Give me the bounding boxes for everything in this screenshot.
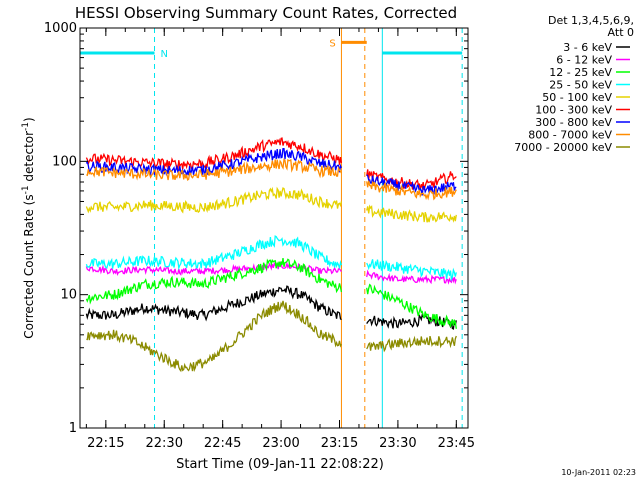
- legend-label-5: 50 - 100 keV: [542, 91, 612, 104]
- x-tick-label-7: 23:45: [438, 436, 475, 451]
- legend-label-2: 6 - 12 keV: [556, 54, 612, 67]
- series-line-3-segment-1: [85, 258, 343, 305]
- series-line-5-segment-2: [366, 204, 457, 223]
- x-tick-label-6: 23:30: [379, 436, 416, 451]
- plot-area: NS: [79, 28, 463, 428]
- series-line-1-segment-1: [85, 285, 342, 322]
- legend-label-9: 7000 - 20000 keV: [514, 141, 612, 154]
- y-tick-label-1: 1: [69, 421, 77, 436]
- series-line-2-segment-2: [366, 269, 457, 285]
- x-tick-label-1: 22:15: [87, 436, 124, 451]
- legend-label-3: 12 - 25 keV: [549, 66, 612, 79]
- series-line-7-segment-2: [366, 174, 457, 196]
- y-axis: 1 10 100 1000: [44, 21, 468, 436]
- series-line-4-segment-2: [366, 259, 457, 282]
- y-axis-label: Corrected Count Rate (s-1 detector-1): [21, 117, 36, 338]
- x-tick-label-3: 22:45: [204, 436, 241, 451]
- x-tick-label-5: 23:15: [321, 436, 358, 451]
- series-line-7-segment-1: [85, 147, 342, 178]
- x-tick-label-2: 22:30: [146, 436, 183, 451]
- series-line-5-segment-1: [85, 186, 343, 214]
- x-axis-label: Start Time (09-Jan-11 22:08:22): [176, 457, 384, 472]
- x-axis: 22:15 22:30 22:45 23:00 23:15 23:30 23:45: [85, 28, 475, 451]
- series-line-6-segment-1: [85, 137, 343, 171]
- series-line-9-segment-1: [86, 300, 342, 373]
- flag-label-n: N: [161, 49, 168, 60]
- legend-label-1: 3 - 6 keV: [563, 41, 612, 54]
- legend-label-6: 100 - 300 keV: [535, 104, 612, 117]
- legend-label-4: 25 - 50 keV: [549, 79, 612, 92]
- legend-label-7: 300 - 800 keV: [535, 116, 612, 129]
- footer-date: 10-Jan-2011 02:23: [561, 468, 636, 477]
- plot-frame: [79, 27, 469, 429]
- series-line-9-segment-2: [366, 335, 457, 353]
- series-line-8-segment-1: [86, 158, 342, 181]
- legend-label-8: 800 - 7000 keV: [528, 129, 612, 142]
- series-line-3-segment-2: [366, 283, 457, 329]
- x-tick-label-4: 23:00: [262, 436, 299, 451]
- y-tick-label-4: 1000: [44, 21, 77, 36]
- flag-label-s: S: [329, 38, 335, 49]
- chart-title: HESSI Observing Summary Count Rates, Cor…: [75, 4, 457, 22]
- series-line-6-segment-2: [366, 169, 457, 190]
- series-line-2-segment-1: [85, 261, 342, 277]
- series-line-8-segment-2: [366, 180, 457, 201]
- y-tick-label-2: 10: [60, 288, 77, 303]
- legend-header-line-1: Det 1,3,4,5,6,9,: [548, 14, 634, 27]
- y-tick-label-3: 100: [52, 154, 77, 169]
- series-line-4-segment-1: [85, 235, 343, 271]
- legend-header-line-2: Att 0: [608, 26, 634, 39]
